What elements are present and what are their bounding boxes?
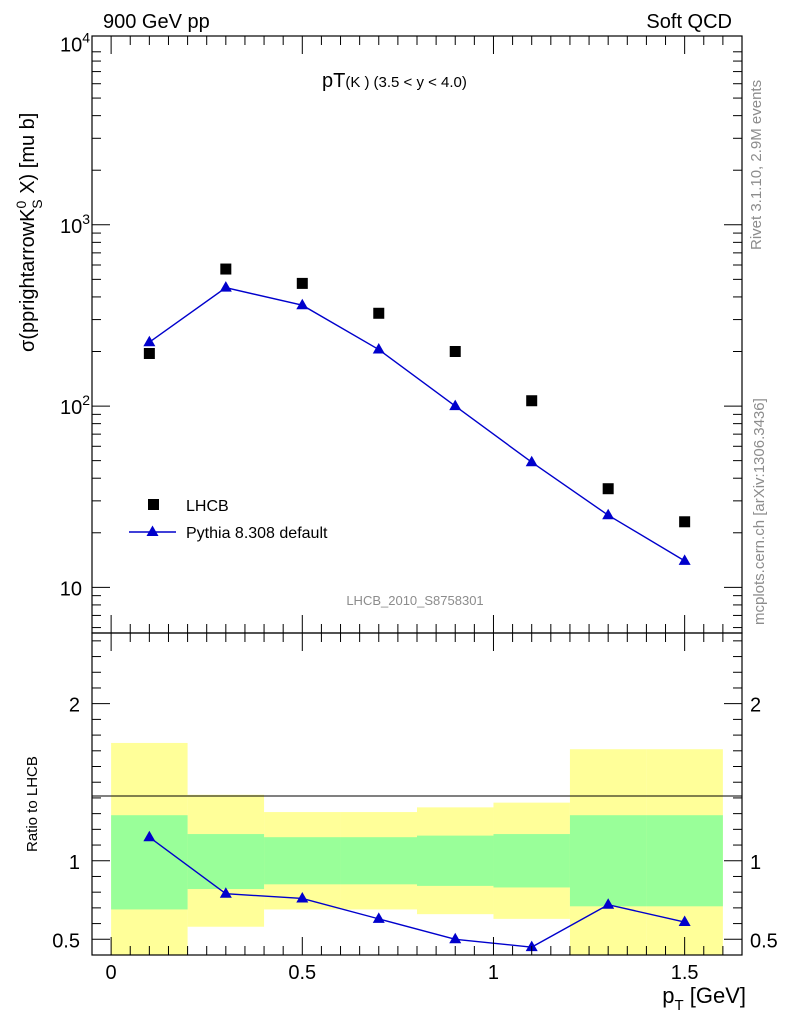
mc-point: [219, 281, 232, 292]
main-ylabel-sub: S: [29, 199, 45, 208]
ratio-band-inner: [111, 815, 188, 910]
ratio-band-inner: [264, 837, 341, 885]
ratio-band-inner: [340, 837, 417, 885]
x-axis-label-main: p: [662, 983, 674, 1008]
mc-point: [372, 343, 385, 354]
main-y-tick-label: 102: [60, 392, 90, 419]
main-y-tick-base: 10: [60, 35, 82, 57]
ratio-x-tick-label: 1.5: [671, 962, 699, 984]
ratio-bands: [111, 742, 723, 955]
main-ylabel-sup: 0: [13, 200, 29, 208]
ratio-point: [525, 940, 538, 952]
ratio-y-tick-label-right: 1: [750, 852, 761, 874]
main-title-range: (3.5 < y < 4.0): [374, 74, 467, 91]
ratio-point: [219, 887, 232, 898]
main-y-tick-base: 10: [60, 397, 82, 419]
data-point: [526, 395, 538, 407]
ratio-point: [678, 915, 691, 927]
x-axis-label-sub: T: [674, 997, 683, 1014]
analysis-id: LHCB_2010_S8758301: [346, 593, 483, 608]
mc-point: [296, 298, 309, 310]
data-point: [373, 307, 385, 319]
ratio-x-tick-label: 1: [488, 962, 499, 984]
main-y-tick-label: 103: [60, 211, 90, 238]
ratio-y-tick-label-left: 1: [69, 852, 80, 874]
ratio-plot: 0 0.5 1 1.5 0.5 0.5 1 1 2 2 Ratio to LHCB pT [GeV…: [24, 632, 778, 1014]
main-ylabel: σ(pprightarrowK0S X) [mu b]: [13, 113, 45, 352]
mc-point: [143, 335, 156, 347]
main-title-sub: (K ): [345, 74, 369, 91]
ratio-y-tick-label-right: 2: [750, 695, 761, 717]
data-point: [449, 345, 461, 357]
main-y-tick-base: 10: [60, 216, 82, 238]
ratio-marks: [143, 830, 691, 952]
ratio-x-tick-label: 0.5: [288, 962, 316, 984]
ratio-x-tick-label: 0: [106, 962, 117, 984]
data-point: [602, 483, 614, 495]
data-point: [296, 277, 308, 289]
header-right: Soft QCD: [646, 11, 732, 33]
main-y-tick-exp: 3: [82, 211, 90, 227]
rivet-label: Rivet 3.1.10, 2.9M events: [748, 80, 765, 250]
data-point: [220, 263, 232, 275]
ratio-point: [602, 898, 615, 909]
ratio-band-inner: [187, 834, 265, 890]
mc-point: [602, 508, 615, 520]
x-axis-label: pT [GeV]: [662, 983, 746, 1014]
legend-data-label: LHCB: [186, 498, 229, 515]
main-y-tick-label: 10: [60, 578, 82, 600]
main-ylabel-b: X) [mu b]: [17, 113, 39, 200]
data-point: [679, 516, 691, 528]
ratio-ylabel: Ratio to LHCB: [24, 756, 41, 852]
ratio-point: [296, 891, 309, 903]
main-y-tick-exp: 2: [82, 392, 90, 408]
mc-point: [678, 554, 691, 565]
main-y-tick-base: 10: [60, 578, 82, 600]
ratio-y-tick-label-left: 0.5: [52, 930, 80, 952]
main-y-tick-exp: 4: [82, 30, 90, 46]
legend-mc-marker: [146, 525, 159, 536]
legend-data-marker: [148, 499, 159, 510]
ratio-point: [372, 912, 385, 923]
mc-point: [525, 455, 538, 467]
ratio-point: [143, 830, 156, 842]
legend-mc-label: Pythia 8.308 default: [186, 525, 328, 542]
x-axis-label-unit: [GeV]: [684, 983, 746, 1008]
data-point: [143, 347, 155, 359]
mc-line: [148, 286, 686, 562]
mc-point: [449, 399, 462, 411]
ratio-band-inner: [646, 815, 723, 907]
ratio-band-inner: [493, 834, 570, 888]
main-ylabel-a: σ(pprightarrowK: [17, 208, 39, 352]
legend: LHCB Pythia 8.308 default: [129, 498, 328, 542]
source-label: mcplots.cern.ch [arXiv:1306.3436]: [751, 398, 768, 625]
main-title: pT(K ) (3.5 < y < 4.0): [322, 70, 467, 92]
ratio-line: [148, 836, 685, 948]
ratio-band-inner: [569, 815, 647, 907]
main-y-tick-label: 104: [60, 30, 90, 57]
ratio-y-tick-label-right: 0.5: [750, 930, 778, 952]
main-plot-frame: [91, 35, 743, 634]
ratio-ticks: 0 0.5 1 1.5 0.5 0.5 1 1 2 2: [52, 633, 778, 984]
ratio-y-tick-label-left: 2: [69, 695, 80, 717]
main-title-main: pT: [322, 70, 345, 92]
main-marks: [143, 263, 691, 565]
ratio-band-inner: [417, 835, 494, 886]
ratio-point: [449, 932, 462, 944]
header-left: 900 GeV pp: [103, 11, 210, 33]
